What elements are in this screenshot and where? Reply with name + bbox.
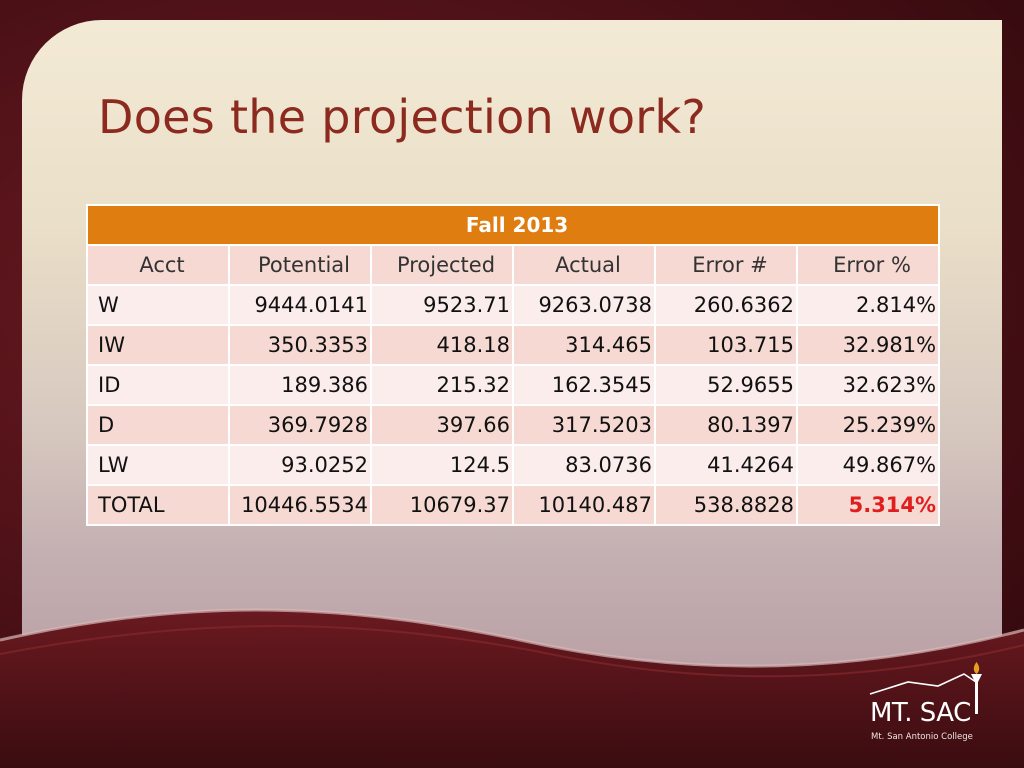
table-row: D 369.7928 397.66 317.5203 80.1397 25.23… bbox=[86, 404, 941, 446]
table-caption-row: Fall 2013 bbox=[85, 204, 941, 246]
table-cell: 83.0736 bbox=[512, 444, 656, 486]
slide-title: Does the projection work? bbox=[98, 90, 707, 144]
mountain-torch-icon bbox=[869, 662, 982, 714]
table-cell: 9263.0738 bbox=[512, 284, 656, 326]
table-cell: 93.0252 bbox=[228, 444, 372, 486]
column-header: Error % bbox=[795, 244, 941, 286]
table-cell: 52.9655 bbox=[654, 364, 798, 406]
table-cell: LW bbox=[86, 444, 230, 486]
table-cell: 9444.0141 bbox=[228, 284, 372, 326]
column-header: Actual bbox=[512, 244, 656, 286]
table-cell: 260.6362 bbox=[654, 284, 798, 326]
table-cell: 49.867% bbox=[795, 444, 941, 486]
total-error-percent: 5.314% bbox=[795, 484, 941, 526]
table-row: W 9444.0141 9523.71 9263.0738 260.6362 2… bbox=[86, 284, 941, 326]
table-cell: 314.465 bbox=[512, 324, 656, 366]
table-cell: W bbox=[86, 284, 230, 326]
table-cell: 25.239% bbox=[795, 404, 941, 446]
table-cell: 80.1397 bbox=[654, 404, 798, 446]
table-row-total: TOTAL 10446.5534 10679.37 10140.487 538.… bbox=[86, 484, 941, 526]
table-cell: 418.18 bbox=[370, 324, 514, 366]
column-header: Acct bbox=[86, 244, 230, 286]
table-row: LW 93.0252 124.5 83.0736 41.4264 49.867% bbox=[86, 444, 941, 486]
table-row: IW 350.3353 418.18 314.465 103.715 32.98… bbox=[86, 324, 941, 366]
table-cell: D bbox=[86, 404, 230, 446]
column-header: Projected bbox=[370, 244, 514, 286]
table-cell: ID bbox=[86, 364, 230, 406]
projection-table: Fall 2013 Acct Potential Projected Actua… bbox=[85, 204, 941, 526]
table-cell: IW bbox=[86, 324, 230, 366]
table-cell: 9523.71 bbox=[370, 284, 514, 326]
college-logo: MT. SAC Mt. San Antonio College bbox=[868, 660, 988, 750]
table-cell: 10446.5534 bbox=[228, 484, 372, 526]
logo-name: MT. SAC bbox=[870, 698, 971, 728]
table-cell: 369.7928 bbox=[228, 404, 372, 446]
table-cell: 317.5203 bbox=[512, 404, 656, 446]
table-cell: 2.814% bbox=[795, 284, 941, 326]
column-header: Error # bbox=[654, 244, 798, 286]
table-header-row: Acct Potential Projected Actual Error # … bbox=[86, 244, 941, 286]
table-cell: 397.66 bbox=[370, 404, 514, 446]
table-row: ID 189.386 215.32 162.3545 52.9655 32.62… bbox=[86, 364, 941, 406]
table-cell: 350.3353 bbox=[228, 324, 372, 366]
table-cell: 41.4264 bbox=[654, 444, 798, 486]
table-cell: 162.3545 bbox=[512, 364, 656, 406]
table-caption: Fall 2013 bbox=[85, 204, 941, 246]
table-cell: 124.5 bbox=[370, 444, 514, 486]
table-cell: 215.32 bbox=[370, 364, 514, 406]
table-cell: 10679.37 bbox=[370, 484, 514, 526]
table-cell: 32.623% bbox=[795, 364, 941, 406]
table-cell: 103.715 bbox=[654, 324, 798, 366]
table-cell: 189.386 bbox=[228, 364, 372, 406]
table-cell: 10140.487 bbox=[512, 484, 656, 526]
table-cell: 538.8828 bbox=[654, 484, 798, 526]
table-cell: 32.981% bbox=[795, 324, 941, 366]
table-cell: TOTAL bbox=[86, 484, 230, 526]
logo-subtitle: Mt. San Antonio College bbox=[871, 732, 973, 742]
column-header: Potential bbox=[228, 244, 372, 286]
